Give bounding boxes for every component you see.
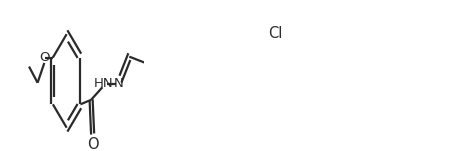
Text: Cl: Cl (268, 26, 282, 41)
Text: O: O (87, 137, 99, 151)
Text: N: N (114, 77, 124, 90)
Text: O: O (39, 51, 50, 64)
Text: HN: HN (94, 77, 114, 90)
